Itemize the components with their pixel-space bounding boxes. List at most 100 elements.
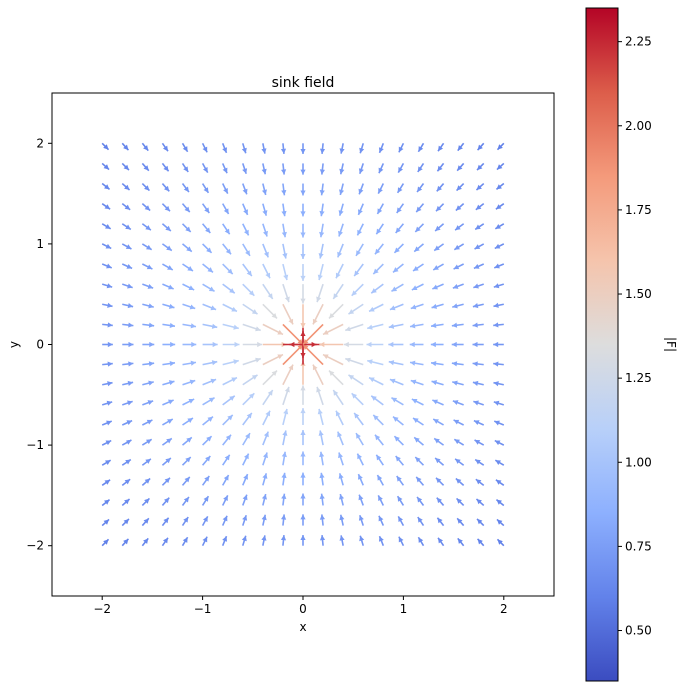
quiver-arrow bbox=[181, 496, 190, 506]
quiver-arrow bbox=[201, 223, 211, 234]
quiver-arrow bbox=[452, 400, 464, 406]
quiver-arrow bbox=[318, 243, 324, 259]
quiver-arrow bbox=[281, 451, 287, 466]
quiver-arrow bbox=[162, 418, 174, 426]
quiver-arrow bbox=[262, 303, 278, 319]
quiver-arrow bbox=[433, 437, 445, 446]
quiver-arrow bbox=[102, 302, 113, 308]
quiver-arrow bbox=[122, 283, 133, 289]
quiver-arrow bbox=[319, 163, 325, 175]
quiver-arrow bbox=[122, 322, 134, 328]
quiver-arrow bbox=[281, 163, 287, 175]
quiver-arrow bbox=[357, 203, 364, 216]
quiver-arrow bbox=[358, 494, 364, 506]
quiver-arrow bbox=[162, 360, 176, 367]
quiver-arrow bbox=[181, 203, 191, 213]
quiver-arrow bbox=[473, 419, 485, 426]
quiver-arrow bbox=[351, 392, 364, 406]
colorbar-tick-label: 0.50 bbox=[625, 624, 652, 638]
quiver-arrow bbox=[242, 453, 250, 466]
quiver-arrow bbox=[142, 400, 154, 406]
quiver-arrow bbox=[457, 142, 465, 152]
x-tick-label: 2 bbox=[500, 602, 508, 616]
x-axis-ticks: −2 −1 0 1 2 bbox=[93, 596, 508, 616]
quiver-arrow bbox=[161, 183, 170, 192]
colorbar-tick-label: 1.25 bbox=[625, 371, 652, 385]
quiver-arrow bbox=[322, 353, 344, 366]
quiver-arrow bbox=[222, 395, 236, 406]
quiver-arrow bbox=[355, 432, 364, 446]
quiver-arrow bbox=[161, 223, 172, 232]
quiver-arrow bbox=[473, 400, 484, 406]
quiver-arrow bbox=[378, 515, 385, 526]
quiver-arrow bbox=[121, 419, 133, 426]
quiver-arrow bbox=[281, 493, 287, 506]
quiver-arrow bbox=[456, 162, 465, 172]
quiver-arrow bbox=[201, 203, 210, 214]
quiver-arrow bbox=[319, 472, 325, 486]
quiver-arrow bbox=[162, 380, 175, 386]
quiver-arrow bbox=[122, 303, 134, 309]
quiver-arrow bbox=[121, 203, 131, 211]
quiver-arrow bbox=[493, 400, 505, 406]
quiver-arrow bbox=[300, 284, 306, 304]
quiver-arrow bbox=[282, 430, 288, 446]
quiver-arrow bbox=[392, 263, 404, 273]
quiver-arrow bbox=[222, 341, 240, 348]
quiver-arrow bbox=[430, 322, 444, 329]
quiver-arrow bbox=[413, 436, 424, 446]
quiver-arrow bbox=[102, 381, 113, 387]
quiver-arrow bbox=[262, 389, 274, 406]
quiver-arrow bbox=[322, 323, 344, 336]
quiver-arrow bbox=[338, 203, 344, 216]
quiver-arrow bbox=[162, 341, 176, 348]
quiver-arrow bbox=[353, 263, 364, 277]
quiver-arrow bbox=[312, 303, 324, 325]
quiver-arrow bbox=[280, 535, 287, 546]
quiver-arrow bbox=[222, 243, 232, 255]
quiver-arrow bbox=[396, 475, 405, 486]
quiver-arrow bbox=[182, 341, 197, 348]
quiver-arrow bbox=[300, 264, 306, 281]
quiver-arrow bbox=[181, 516, 189, 527]
quiver-arrow bbox=[282, 364, 294, 386]
quiver-arrow bbox=[375, 223, 384, 235]
quiver-arrow bbox=[368, 303, 384, 313]
quiver-arrow bbox=[367, 359, 384, 366]
colorbar-tick-label: 1.75 bbox=[625, 203, 652, 217]
quiver-arrow bbox=[242, 341, 263, 348]
quiver-arrow bbox=[202, 323, 218, 329]
x-tick-label: −1 bbox=[194, 602, 212, 616]
quiver-arrow bbox=[121, 263, 133, 270]
quiver-arrow bbox=[201, 183, 210, 194]
quiver-arrow bbox=[472, 341, 484, 348]
quiver-arrow bbox=[121, 223, 132, 231]
quiver-arrow bbox=[242, 514, 248, 526]
quiver-arrow bbox=[378, 143, 385, 154]
quiver-arrow bbox=[222, 376, 238, 386]
quiver-arrow bbox=[395, 223, 405, 234]
quiver-arrow bbox=[101, 400, 113, 406]
quiver-arrow bbox=[262, 223, 268, 237]
quiver-arrow bbox=[451, 361, 464, 367]
quiver-arrow bbox=[142, 380, 154, 386]
quiver-arrow bbox=[262, 243, 269, 258]
quiver-arrow bbox=[358, 514, 364, 526]
quiver-arrow bbox=[376, 474, 385, 486]
quiver-arrow bbox=[493, 381, 504, 387]
quiver-arrow bbox=[357, 473, 364, 486]
quiver-arrow bbox=[378, 163, 385, 174]
quiver-arrow bbox=[242, 412, 253, 426]
quiver-arrow bbox=[432, 263, 444, 271]
quiver-arrow bbox=[142, 341, 155, 348]
quiver-arrow bbox=[457, 537, 465, 547]
quiver-arrow bbox=[242, 473, 249, 486]
quiver-arrow bbox=[316, 283, 324, 303]
quiver-arrow bbox=[436, 162, 445, 172]
quiver-arrow bbox=[415, 203, 425, 213]
quiver-arrow bbox=[261, 514, 267, 526]
quiver-arrow bbox=[351, 283, 364, 297]
quiver-arrow bbox=[122, 400, 133, 406]
quiver-arrow bbox=[101, 243, 112, 250]
quiver-arrow bbox=[414, 456, 425, 466]
